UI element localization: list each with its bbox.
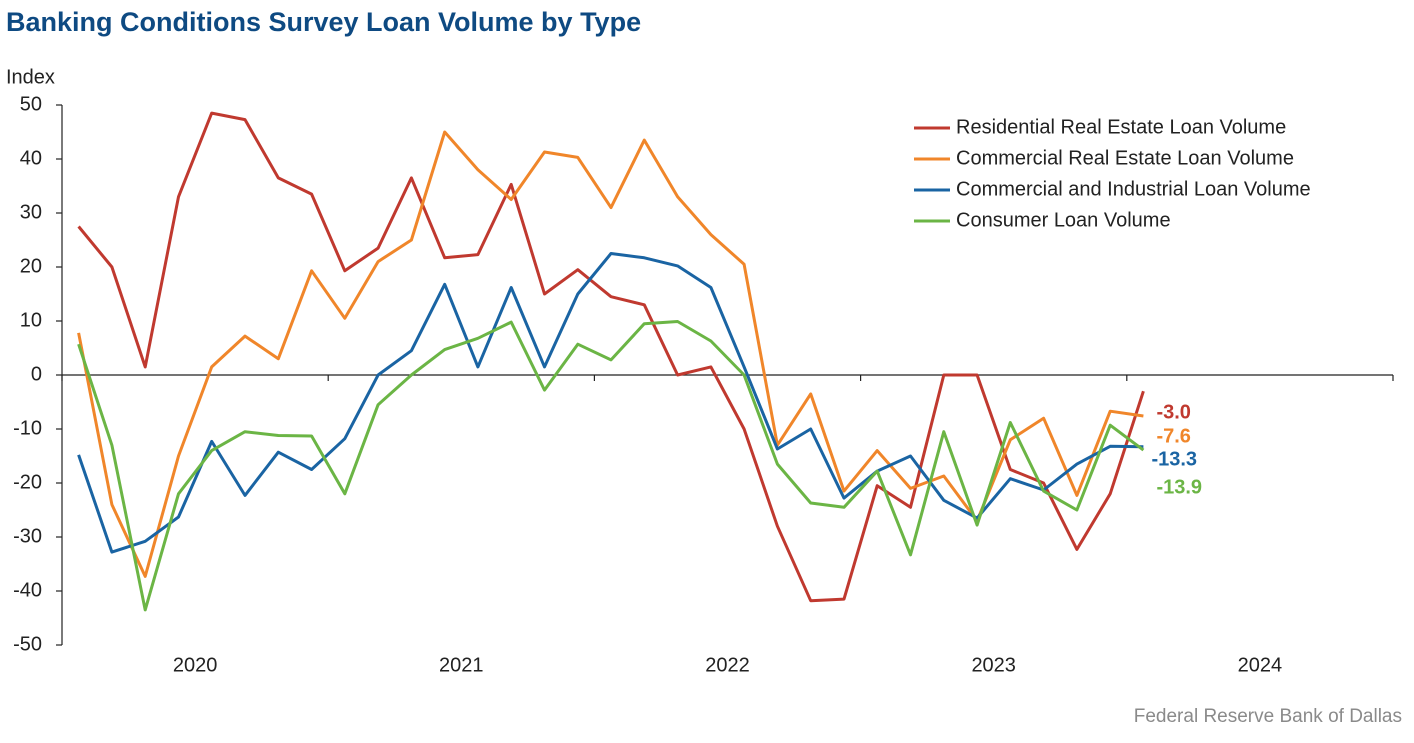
legend-label: Commercial and Industrial Loan Volume (956, 178, 1311, 200)
y-tick-label: 10 (20, 309, 42, 331)
x-tick-label: 2020 (173, 654, 218, 676)
legend-label: Residential Real Estate Loan Volume (956, 116, 1286, 138)
y-tick-label: 40 (20, 147, 42, 169)
legend-label: Consumer Loan Volume (956, 209, 1171, 231)
x-tick-label: 2024 (1238, 654, 1283, 676)
y-tick-label: -20 (13, 471, 42, 493)
y-tick-label: 50 (20, 93, 42, 115)
series-line (77, 252, 1144, 554)
chart-title: Banking Conditions Survey Loan Volume by… (6, 7, 641, 37)
legend-label: Commercial Real Estate Loan Volume (956, 147, 1294, 169)
x-tick-label: 2023 (971, 654, 1016, 676)
x-tick-label: 2022 (705, 654, 750, 676)
x-tick-label: 2021 (439, 654, 484, 676)
series-line (77, 111, 1145, 603)
source: Federal Reserve Bank of Dallas (1134, 706, 1402, 727)
series-line (77, 320, 1145, 612)
end-label: -13.9 (1156, 476, 1202, 498)
y-axis-label: Index (6, 66, 55, 88)
y-tick-label: 20 (20, 255, 42, 277)
end-label: -7.6 (1156, 425, 1190, 447)
y-tick-label: 30 (20, 201, 42, 223)
y-tick-label: -50 (13, 633, 42, 655)
y-tick-label: 0 (31, 363, 42, 385)
end-label: -13.3 (1151, 448, 1197, 470)
y-tick-label: -30 (13, 525, 42, 547)
y-tick-label: -10 (13, 417, 42, 439)
series-line (77, 130, 1144, 578)
end-label: -3.0 (1156, 401, 1190, 423)
y-tick-label: -40 (13, 579, 42, 601)
